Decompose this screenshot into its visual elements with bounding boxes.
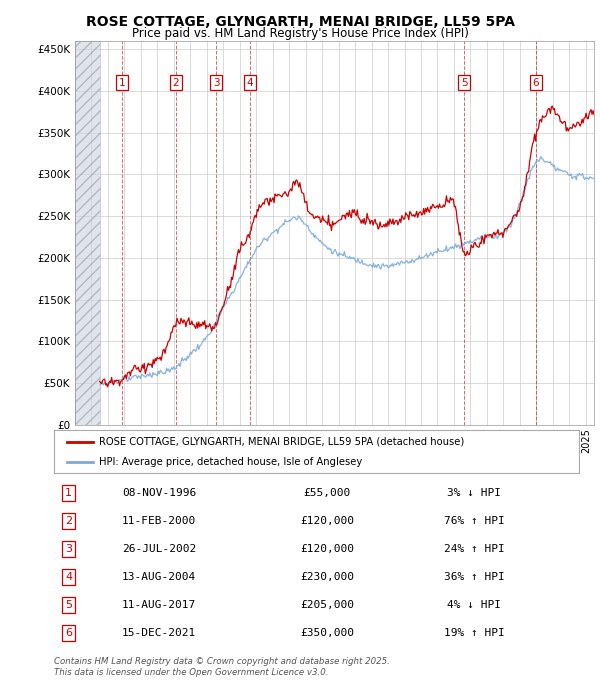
Bar	[75, 41, 100, 425]
Text: HPI: Average price, detached house, Isle of Anglesey: HPI: Average price, detached house, Isle…	[98, 457, 362, 467]
Text: 2: 2	[172, 78, 179, 88]
Text: £120,000: £120,000	[300, 544, 354, 554]
Text: £120,000: £120,000	[300, 516, 354, 526]
Text: 11-FEB-2000: 11-FEB-2000	[122, 516, 196, 526]
Text: 11-AUG-2017: 11-AUG-2017	[122, 600, 196, 610]
Text: £350,000: £350,000	[300, 628, 354, 639]
Text: 15-DEC-2021: 15-DEC-2021	[122, 628, 196, 639]
Text: 3: 3	[65, 544, 72, 554]
Text: 1: 1	[65, 488, 72, 498]
Text: £230,000: £230,000	[300, 572, 354, 582]
Text: 2: 2	[65, 516, 72, 526]
Text: ROSE COTTAGE, GLYNGARTH, MENAI BRIDGE, LL59 5PA (detached house): ROSE COTTAGE, GLYNGARTH, MENAI BRIDGE, L…	[98, 437, 464, 447]
Text: 19% ↑ HPI: 19% ↑ HPI	[443, 628, 505, 639]
Text: 5: 5	[65, 600, 72, 610]
Text: £55,000: £55,000	[304, 488, 350, 498]
Text: ROSE COTTAGE, GLYNGARTH, MENAI BRIDGE, LL59 5PA: ROSE COTTAGE, GLYNGARTH, MENAI BRIDGE, L…	[86, 15, 515, 29]
Text: 4: 4	[65, 572, 72, 582]
Text: Price paid vs. HM Land Registry's House Price Index (HPI): Price paid vs. HM Land Registry's House …	[131, 27, 469, 39]
Text: 6: 6	[65, 628, 72, 639]
Text: 3: 3	[213, 78, 220, 88]
Text: 4% ↓ HPI: 4% ↓ HPI	[447, 600, 501, 610]
Text: Contains HM Land Registry data © Crown copyright and database right 2025.
This d: Contains HM Land Registry data © Crown c…	[54, 657, 390, 677]
Text: 26-JUL-2002: 26-JUL-2002	[122, 544, 196, 554]
Text: 4: 4	[247, 78, 253, 88]
Text: 24% ↑ HPI: 24% ↑ HPI	[443, 544, 505, 554]
Text: 76% ↑ HPI: 76% ↑ HPI	[443, 516, 505, 526]
Text: 6: 6	[532, 78, 539, 88]
Text: 13-AUG-2004: 13-AUG-2004	[122, 572, 196, 582]
Text: 5: 5	[461, 78, 467, 88]
Text: 08-NOV-1996: 08-NOV-1996	[122, 488, 196, 498]
Text: 36% ↑ HPI: 36% ↑ HPI	[443, 572, 505, 582]
Text: 1: 1	[119, 78, 125, 88]
Text: £205,000: £205,000	[300, 600, 354, 610]
Text: 3% ↓ HPI: 3% ↓ HPI	[447, 488, 501, 498]
